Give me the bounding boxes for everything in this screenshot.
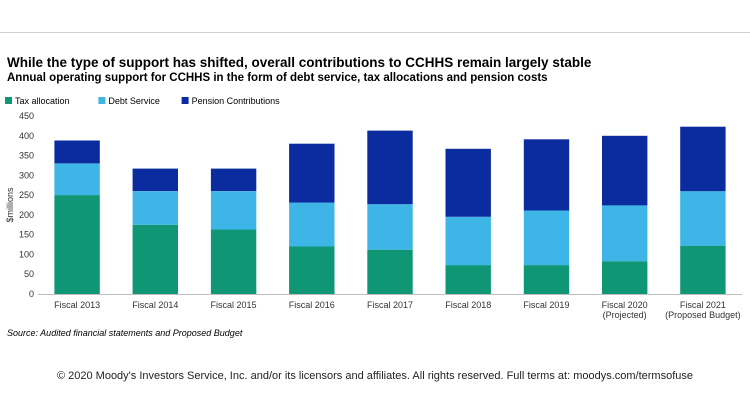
x-tick-label: Fiscal 2018	[445, 300, 491, 310]
y-axis-title: $millions	[5, 187, 15, 223]
bar-segment	[289, 143, 335, 203]
legend-label: Pension Contributions	[192, 96, 281, 106]
bar-segment	[445, 265, 491, 294]
bar-segment	[54, 195, 100, 294]
y-tick-label: 300	[19, 170, 34, 180]
legend-item: Tax allocation	[5, 96, 70, 106]
bar-segment	[54, 163, 100, 196]
chart-title: While the type of support has shifted, o…	[7, 55, 592, 70]
copyright-footer: © 2020 Moody's Investors Service, Inc. a…	[56, 370, 694, 382]
y-tick-label: 400	[19, 131, 34, 141]
bar-segment	[132, 224, 178, 294]
legend-item: Pension Contributions	[181, 96, 281, 106]
bar-segment	[210, 229, 257, 294]
bar-segment	[210, 168, 257, 192]
x-tick-label: Fiscal 2017	[367, 300, 413, 310]
legend-label: Tax allocation	[15, 96, 70, 106]
bar-segment	[367, 204, 413, 250]
y-tick-label: 50	[24, 269, 34, 279]
x-tick-label: Fiscal 2014	[132, 300, 178, 310]
top-rule	[0, 32, 750, 33]
source-note: Source: Audited financial statements and…	[7, 328, 243, 338]
legend-swatch	[5, 97, 12, 104]
bar-segment	[680, 126, 726, 192]
legend-item: Debt Service	[98, 96, 160, 106]
x-tick-label: Fiscal 2016	[289, 300, 335, 310]
x-tick-label: Fiscal 2021	[680, 300, 726, 310]
x-tick-label: Fiscal 2013	[54, 300, 100, 310]
x-tick-label: Fiscal 2019	[523, 300, 569, 310]
legend-label: Debt Service	[108, 96, 160, 106]
y-tick-label: 450	[19, 111, 34, 121]
x-tick-label: Fiscal 2015	[211, 300, 257, 310]
bar-segment	[210, 191, 257, 230]
x-tick-label: (Proposed Budget)	[665, 310, 741, 320]
legend-swatch	[181, 97, 189, 104]
bar-segment	[680, 191, 726, 246]
bar-segment	[523, 210, 570, 266]
y-tick-label: 350	[19, 151, 34, 161]
bar-segment	[602, 261, 648, 294]
x-tick-label: Fiscal 2020	[602, 300, 648, 310]
x-tick-label: (Projected)	[603, 310, 647, 320]
bar-segment	[289, 246, 335, 294]
y-tick-label: 100	[19, 249, 34, 259]
bar-segment	[289, 202, 335, 247]
bar-segment	[680, 245, 726, 294]
bar-segment	[132, 191, 178, 225]
legend-swatch	[98, 97, 106, 104]
y-tick-label: 200	[19, 210, 34, 220]
y-tick-label: 0	[29, 289, 34, 299]
bar-segment	[54, 140, 100, 164]
bar-segment	[367, 249, 413, 294]
y-tick-label: 250	[19, 190, 34, 200]
bar-segment	[445, 148, 491, 217]
bar-segment	[602, 205, 648, 262]
chart-subtitle: Annual operating support for CCHHS in th…	[7, 72, 548, 84]
y-tick-label: 150	[19, 230, 34, 240]
bar-segment	[367, 130, 413, 205]
legend: Tax allocation Debt Service Pension Contri…	[5, 96, 280, 106]
bar-segment	[523, 139, 570, 211]
bar-segment	[602, 135, 648, 206]
stacked-bar-chart: Tax allocation Debt Service Pension Contri…	[5, 96, 742, 320]
bar-segment	[523, 265, 570, 294]
bar-segment	[445, 216, 491, 266]
bar-segment	[132, 168, 178, 192]
